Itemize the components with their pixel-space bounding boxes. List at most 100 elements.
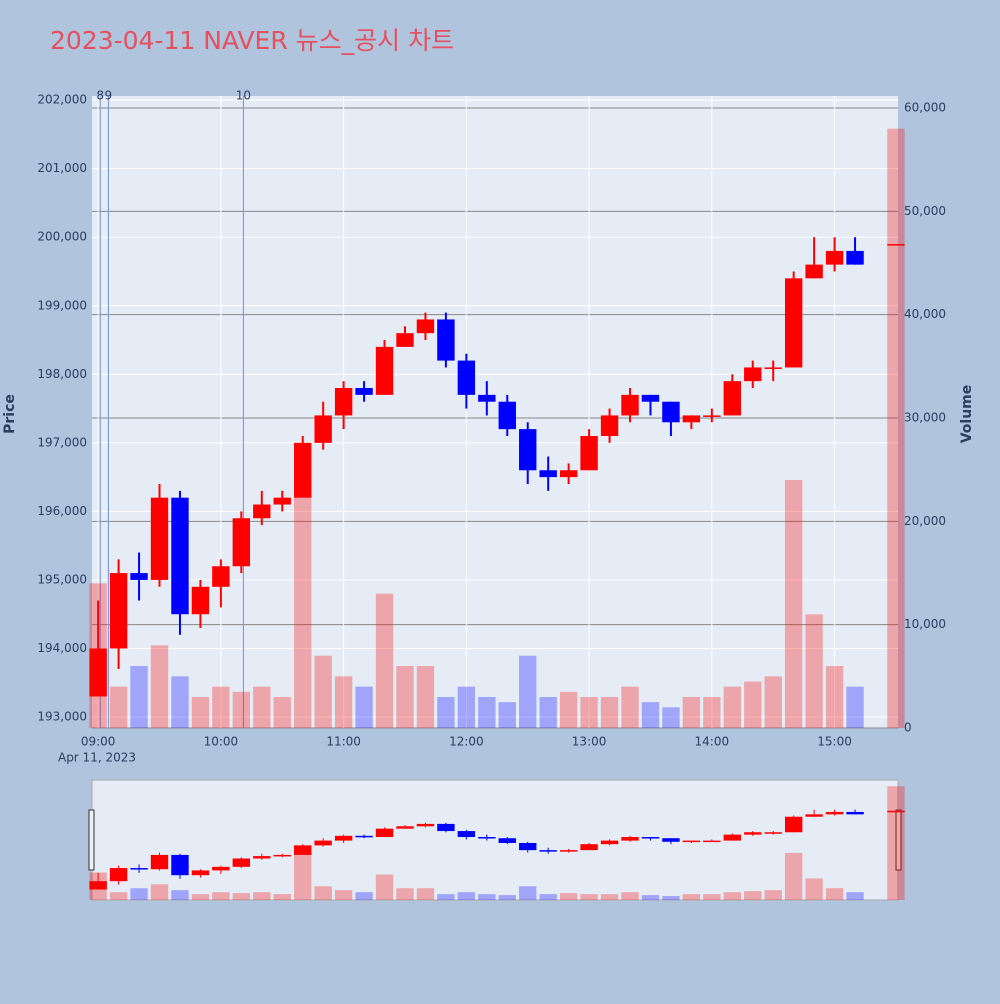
candle-body <box>89 648 107 697</box>
candle-body <box>191 586 210 615</box>
volume-bar <box>764 890 782 900</box>
candle-body <box>232 518 251 567</box>
candle-body <box>396 826 414 829</box>
volume-bar <box>580 696 598 728</box>
y2-tick-label: 0 <box>904 721 912 735</box>
candle-body <box>887 810 905 813</box>
candle-body <box>212 566 230 587</box>
candle-body <box>805 264 823 279</box>
volume-bar <box>519 886 537 900</box>
candle-body <box>437 319 455 361</box>
x-tick-label: 11:00 <box>326 735 361 749</box>
volume-bar <box>355 892 373 900</box>
y-tick-label: 200,000 <box>37 230 87 244</box>
slider-handle[interactable] <box>88 809 95 871</box>
y2-tick-label: 60,000 <box>904 100 946 114</box>
candle-body <box>539 470 557 478</box>
y2-axis-title: Volume <box>959 385 975 444</box>
candle-body <box>559 470 578 478</box>
y2-tick-label: 20,000 <box>904 514 946 528</box>
candle-body <box>355 835 373 838</box>
news-marker-label: 8 <box>96 89 104 103</box>
volume-bar <box>314 886 332 900</box>
volume-bar <box>457 892 476 900</box>
candle-body <box>764 832 782 834</box>
candle-body <box>498 838 516 843</box>
candle-body <box>846 811 864 815</box>
volume-bar <box>314 655 332 728</box>
volume-bar <box>130 665 148 728</box>
volume-bar <box>723 686 741 728</box>
candle-body <box>559 850 578 852</box>
volume-bar <box>273 894 291 900</box>
volume-bar <box>294 852 312 900</box>
volume-bar <box>621 686 639 728</box>
volume-bar <box>539 894 557 900</box>
candle-body <box>355 388 373 395</box>
volume-bar <box>784 852 803 900</box>
y-tick-label: 202,000 <box>37 93 87 107</box>
candle-body <box>825 811 844 815</box>
volume-bar <box>744 891 762 900</box>
candle-body <box>600 840 619 845</box>
volume-bar <box>580 894 598 900</box>
candle-body <box>764 367 782 369</box>
news-marker-label: 10 <box>236 89 251 103</box>
volume-bar <box>805 878 823 900</box>
volume-bar <box>437 696 455 728</box>
volume-bar <box>764 676 782 728</box>
volume-bar <box>723 892 741 900</box>
volume-bar <box>416 888 435 900</box>
y2-tick-label: 40,000 <box>904 307 946 321</box>
volume-bar <box>519 655 537 728</box>
volume-bar <box>846 892 864 900</box>
candle-body <box>396 333 414 347</box>
volume-bar <box>498 702 516 728</box>
candle-body <box>887 244 905 246</box>
candle-body <box>682 415 701 423</box>
volume-bar <box>212 686 230 728</box>
y-tick-label: 193,000 <box>37 710 87 724</box>
candle-body <box>682 840 701 843</box>
candle-body <box>314 415 332 443</box>
volume-bar <box>396 665 414 728</box>
candle-body <box>784 816 803 833</box>
candle-body <box>212 866 230 871</box>
range-slider[interactable] <box>91 779 899 901</box>
volume-bar <box>662 896 680 900</box>
candle-body <box>273 854 291 857</box>
candle-body <box>457 360 476 395</box>
volume-bar <box>662 707 680 728</box>
volume-bar <box>375 874 394 900</box>
volume-bar <box>375 593 394 728</box>
candle-body <box>375 828 394 838</box>
volume-bar <box>334 676 353 728</box>
y-tick-label: 197,000 <box>37 435 87 449</box>
volume-bar <box>887 786 905 900</box>
candle-body <box>294 845 312 855</box>
candle-body <box>478 394 496 402</box>
candle-body <box>662 401 680 423</box>
volume-bar <box>559 691 578 728</box>
volume-bar <box>621 892 639 900</box>
volume-bar <box>825 888 844 900</box>
candle-body <box>805 814 823 817</box>
volume-bar <box>273 696 291 728</box>
volume-bar <box>457 686 476 728</box>
volume-bar <box>355 686 373 728</box>
plot-area <box>92 96 898 728</box>
volume-bar <box>478 894 496 900</box>
candle-body <box>334 835 353 841</box>
candle-body <box>334 388 353 416</box>
volume-bar <box>150 645 169 728</box>
y2-tick-label: 10,000 <box>904 617 946 631</box>
volume-bar <box>887 128 905 728</box>
candle-body <box>580 844 598 851</box>
slider-handle[interactable] <box>895 809 902 871</box>
volume-bar <box>641 895 660 900</box>
volume-bar <box>641 702 660 728</box>
candle-body <box>744 832 762 835</box>
volume-bar <box>416 665 435 728</box>
volume-bar <box>682 894 701 900</box>
volume-bar <box>191 696 210 728</box>
